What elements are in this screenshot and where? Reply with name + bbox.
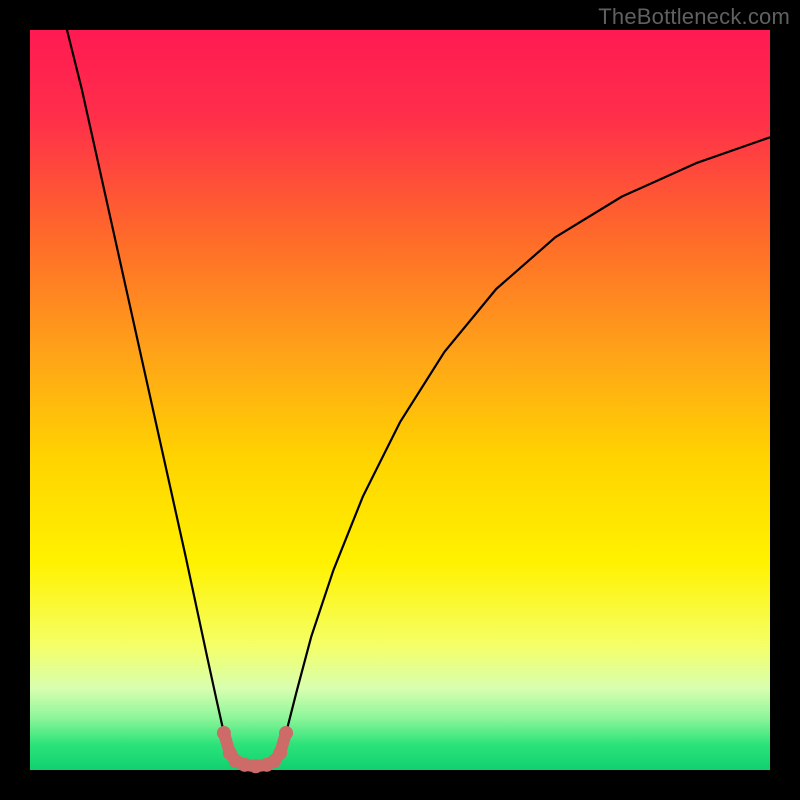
chart-background [30,30,770,770]
optimal-region-dot [279,726,293,740]
optimal-region-dot [273,746,287,760]
optimal-region-dot [217,726,231,740]
chart-container: TheBottleneck.com [0,0,800,800]
bottleneck-curve-chart [0,0,800,800]
